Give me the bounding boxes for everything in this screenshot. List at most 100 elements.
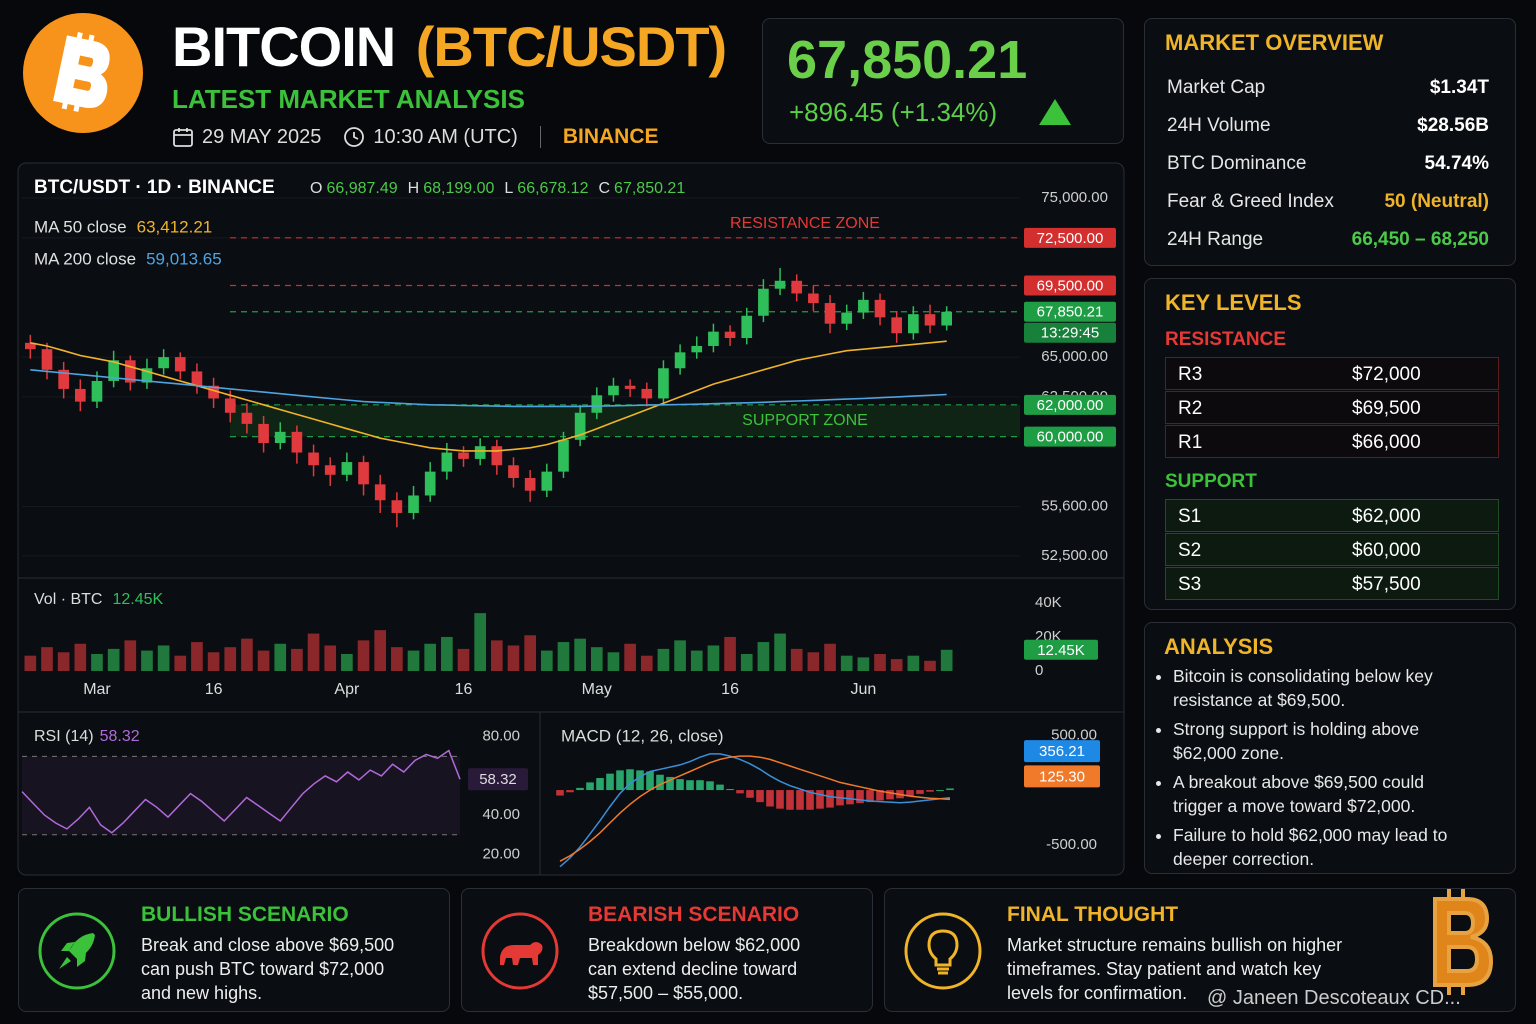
card-title: FINAL THOUGHT <box>1007 903 1179 926</box>
candle-body <box>558 439 569 472</box>
row-label: 24H Range <box>1167 229 1264 250</box>
clock-icon <box>344 127 365 147</box>
value-tag-label: 356.21 <box>1039 743 1085 760</box>
volume-bar <box>157 645 170 671</box>
rsi-band <box>22 756 460 835</box>
level-row: S3 $57,500 <box>1165 567 1499 600</box>
candle-body <box>274 431 286 443</box>
volume-bar <box>740 653 753 671</box>
level-row: S2 $60,000 <box>1165 533 1499 566</box>
y-tick-label: 80.00 <box>482 728 520 745</box>
volume-bar <box>674 640 686 671</box>
histogram-bar <box>806 790 814 810</box>
candle-body <box>224 398 236 413</box>
macd-line <box>559 753 951 868</box>
level-row: R3 $72,000 <box>1165 357 1499 390</box>
y-tick-label: 0 <box>1035 662 1043 679</box>
candle-body <box>891 317 903 334</box>
price-tag <box>1024 426 1116 447</box>
level-price: $69,500 <box>1352 398 1421 419</box>
histogram-bar <box>786 790 794 810</box>
candle-body <box>408 495 419 513</box>
x-tick-label: Apr <box>334 681 360 698</box>
candle-body <box>924 314 936 326</box>
histogram-bar <box>656 774 664 791</box>
last-value: 58.32 <box>100 728 140 745</box>
countdown: 13:29:45 <box>1041 325 1099 342</box>
title-row: BITCOIN (BTC/USDT) <box>172 14 727 79</box>
histogram-bar <box>566 790 574 793</box>
candle-body <box>308 452 319 466</box>
y-tick-label: 500.00 <box>1051 726 1097 743</box>
candle-body <box>24 342 36 350</box>
final-card: FINAL THOUGHT Market structure remains b… <box>884 888 1516 1012</box>
exchange: BINANCE <box>562 125 659 148</box>
price-tag-label: 72,500.00 <box>1037 230 1104 247</box>
bitcoin-glow <box>1433 889 1494 995</box>
ma-value: 59,013.65 <box>146 249 222 268</box>
ohlc-label: C <box>598 180 610 197</box>
volume-bar <box>840 655 853 671</box>
volume-bar <box>391 647 403 671</box>
price-tag-label: 67,850.21 <box>1037 304 1104 321</box>
rsi-line <box>21 749 461 834</box>
watermark: @ Janeen Descoteaux CD... <box>1207 987 1461 1009</box>
row-value: 54.74% <box>1424 153 1489 174</box>
panel-title: KEY LEVELS <box>1165 290 1302 315</box>
candle-body <box>824 303 836 324</box>
volume-bar <box>657 648 670 671</box>
volume-bar <box>341 653 353 671</box>
candle-body <box>591 395 603 413</box>
ma-name: MA 200 close <box>34 249 136 268</box>
volume-bar <box>241 638 253 671</box>
histogram-bar <box>636 770 644 791</box>
volume-bar <box>41 647 53 671</box>
y-tick-label: 20K <box>1035 628 1062 645</box>
level-row: S1 $62,000 <box>1165 499 1499 532</box>
countdown-tag <box>1024 322 1116 343</box>
candle-body <box>674 352 686 369</box>
histogram-bar <box>926 790 934 792</box>
histogram-bar <box>856 790 864 804</box>
volume-bar <box>274 643 287 671</box>
candle-body <box>574 412 586 440</box>
resistance-title: RESISTANCE <box>1165 329 1287 350</box>
histogram-bar <box>736 790 744 794</box>
ma-value: 63,412.21 <box>137 217 213 236</box>
volume-bar <box>807 652 820 671</box>
volume-bar <box>540 650 553 671</box>
row-label: BTC Dominance <box>1167 153 1307 174</box>
ohlc-label: O <box>310 180 322 197</box>
candle-body <box>791 280 803 294</box>
candle-body <box>841 312 853 324</box>
volume-bar <box>524 635 536 671</box>
bullet: Bitcoin is consolidating below key resis… <box>1173 664 1473 712</box>
level-price: $57,500 <box>1352 574 1421 595</box>
histogram-bar <box>886 790 894 800</box>
price-box: 67,850.21 +896.45 (+1.34%) <box>762 18 1124 144</box>
volume-bar <box>924 660 936 671</box>
candle-body <box>391 500 403 513</box>
histogram-bar <box>726 788 734 791</box>
value-tag <box>468 768 528 791</box>
candle-body <box>858 299 869 313</box>
separator <box>539 126 541 148</box>
volume-bar <box>91 653 103 671</box>
volume-bar <box>407 650 420 671</box>
histogram-bar <box>836 790 844 806</box>
bullish-card: BULLISH SCENARIO Break and close above $… <box>18 888 450 1012</box>
x-tick-label: May <box>582 681 612 698</box>
ohlc-value: 67,850.21 <box>614 180 685 197</box>
level-price: $66,000 <box>1352 432 1421 453</box>
candle-body <box>74 388 86 402</box>
volume-bar <box>141 650 153 671</box>
price-tag-label: 62,000.00 <box>1037 397 1104 414</box>
overview-row: 24H Volume $28.56B <box>1167 115 1489 137</box>
histogram-bar <box>666 776 674 791</box>
histogram-bar <box>716 784 724 791</box>
ma-line <box>30 369 947 408</box>
volume-bar <box>940 649 953 671</box>
candle-body <box>724 331 736 339</box>
calendar-icon <box>173 128 193 147</box>
level-name: R3 <box>1178 364 1203 385</box>
